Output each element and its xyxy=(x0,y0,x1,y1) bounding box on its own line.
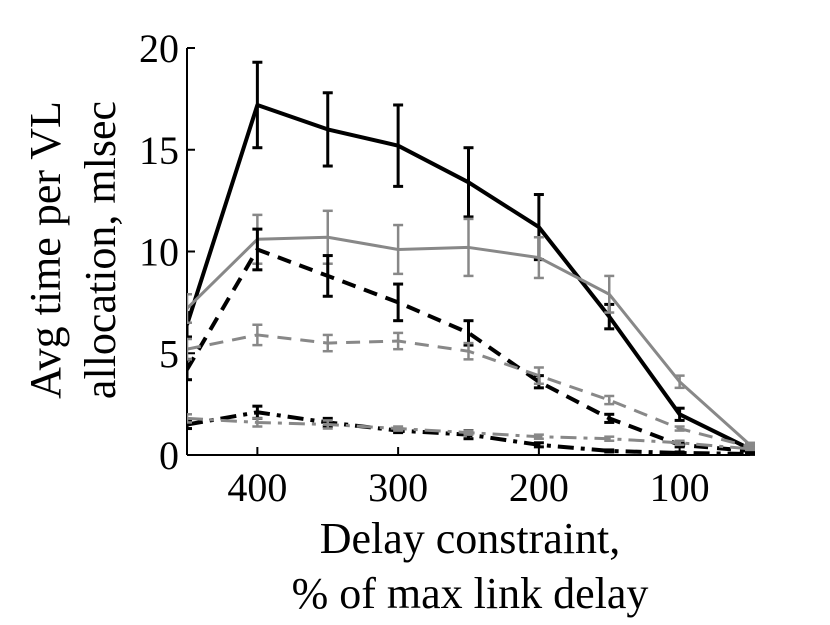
data-point xyxy=(748,452,752,456)
y-tick-label: 5 xyxy=(159,331,179,376)
y-tick-label: 0 xyxy=(159,433,179,478)
series-3 xyxy=(187,227,755,455)
data-point xyxy=(187,416,189,420)
data-point xyxy=(467,349,470,353)
data-point xyxy=(537,256,541,260)
data-point xyxy=(537,443,541,447)
series-4 xyxy=(187,323,755,451)
y-axis-label-line-2: allocation, mlsec xyxy=(76,101,125,399)
plot-area: 0 5 10 15 20 400 300 200 100 xyxy=(139,26,755,510)
x-tick-label: 300 xyxy=(368,465,428,510)
y-axis-label-line-1: Avg time per VL xyxy=(21,101,70,399)
data-point xyxy=(326,422,330,426)
x-tick-label: 400 xyxy=(227,465,287,510)
data-point xyxy=(678,451,682,455)
data-point xyxy=(607,449,611,453)
data-point xyxy=(187,422,189,426)
data-point xyxy=(537,374,541,378)
data-point xyxy=(255,420,259,424)
data-point xyxy=(607,398,611,402)
y-tick-label: 20 xyxy=(139,26,179,71)
data-point xyxy=(396,144,400,148)
y-tick-label: 10 xyxy=(139,230,179,275)
data-point xyxy=(396,339,400,343)
x-tick-label: 200 xyxy=(509,465,569,510)
data-point xyxy=(607,437,611,441)
data-point xyxy=(607,315,611,319)
data-point xyxy=(396,247,400,251)
data-point xyxy=(678,412,682,416)
x-axis-label-line-2: % of max link delay xyxy=(292,569,649,618)
data-point xyxy=(255,333,259,337)
data-point xyxy=(678,427,682,431)
x-tick-label: 100 xyxy=(650,465,710,510)
x-axis-label: Delay constraint, % of max link delay xyxy=(292,514,649,618)
data-point xyxy=(326,341,330,345)
data-point xyxy=(396,300,400,304)
data-point xyxy=(187,368,189,372)
data-point xyxy=(467,245,470,249)
data-point xyxy=(255,410,259,414)
data-point xyxy=(255,103,259,107)
data-point xyxy=(678,380,682,384)
data-point xyxy=(467,180,470,184)
data-point xyxy=(255,247,259,251)
y-tick-label: 15 xyxy=(139,128,179,173)
data-point xyxy=(396,427,400,431)
data-point xyxy=(607,292,611,296)
data-point xyxy=(187,323,189,327)
x-axis-label-line-1: Delay constraint, xyxy=(320,514,621,563)
data-point xyxy=(326,235,330,239)
y-axis-label: Avg time per VL allocation, mlsec xyxy=(21,101,125,399)
data-point xyxy=(467,331,470,335)
data-point xyxy=(537,225,541,229)
series-line xyxy=(187,247,751,453)
data-point xyxy=(187,347,189,351)
data-point xyxy=(326,274,330,278)
data-point xyxy=(607,416,611,420)
data-point xyxy=(467,431,470,435)
data-point xyxy=(326,127,330,131)
data-point xyxy=(748,447,752,451)
data-point xyxy=(537,435,541,439)
data-point xyxy=(678,441,682,445)
series-6 xyxy=(187,413,755,452)
data-point xyxy=(187,306,189,310)
